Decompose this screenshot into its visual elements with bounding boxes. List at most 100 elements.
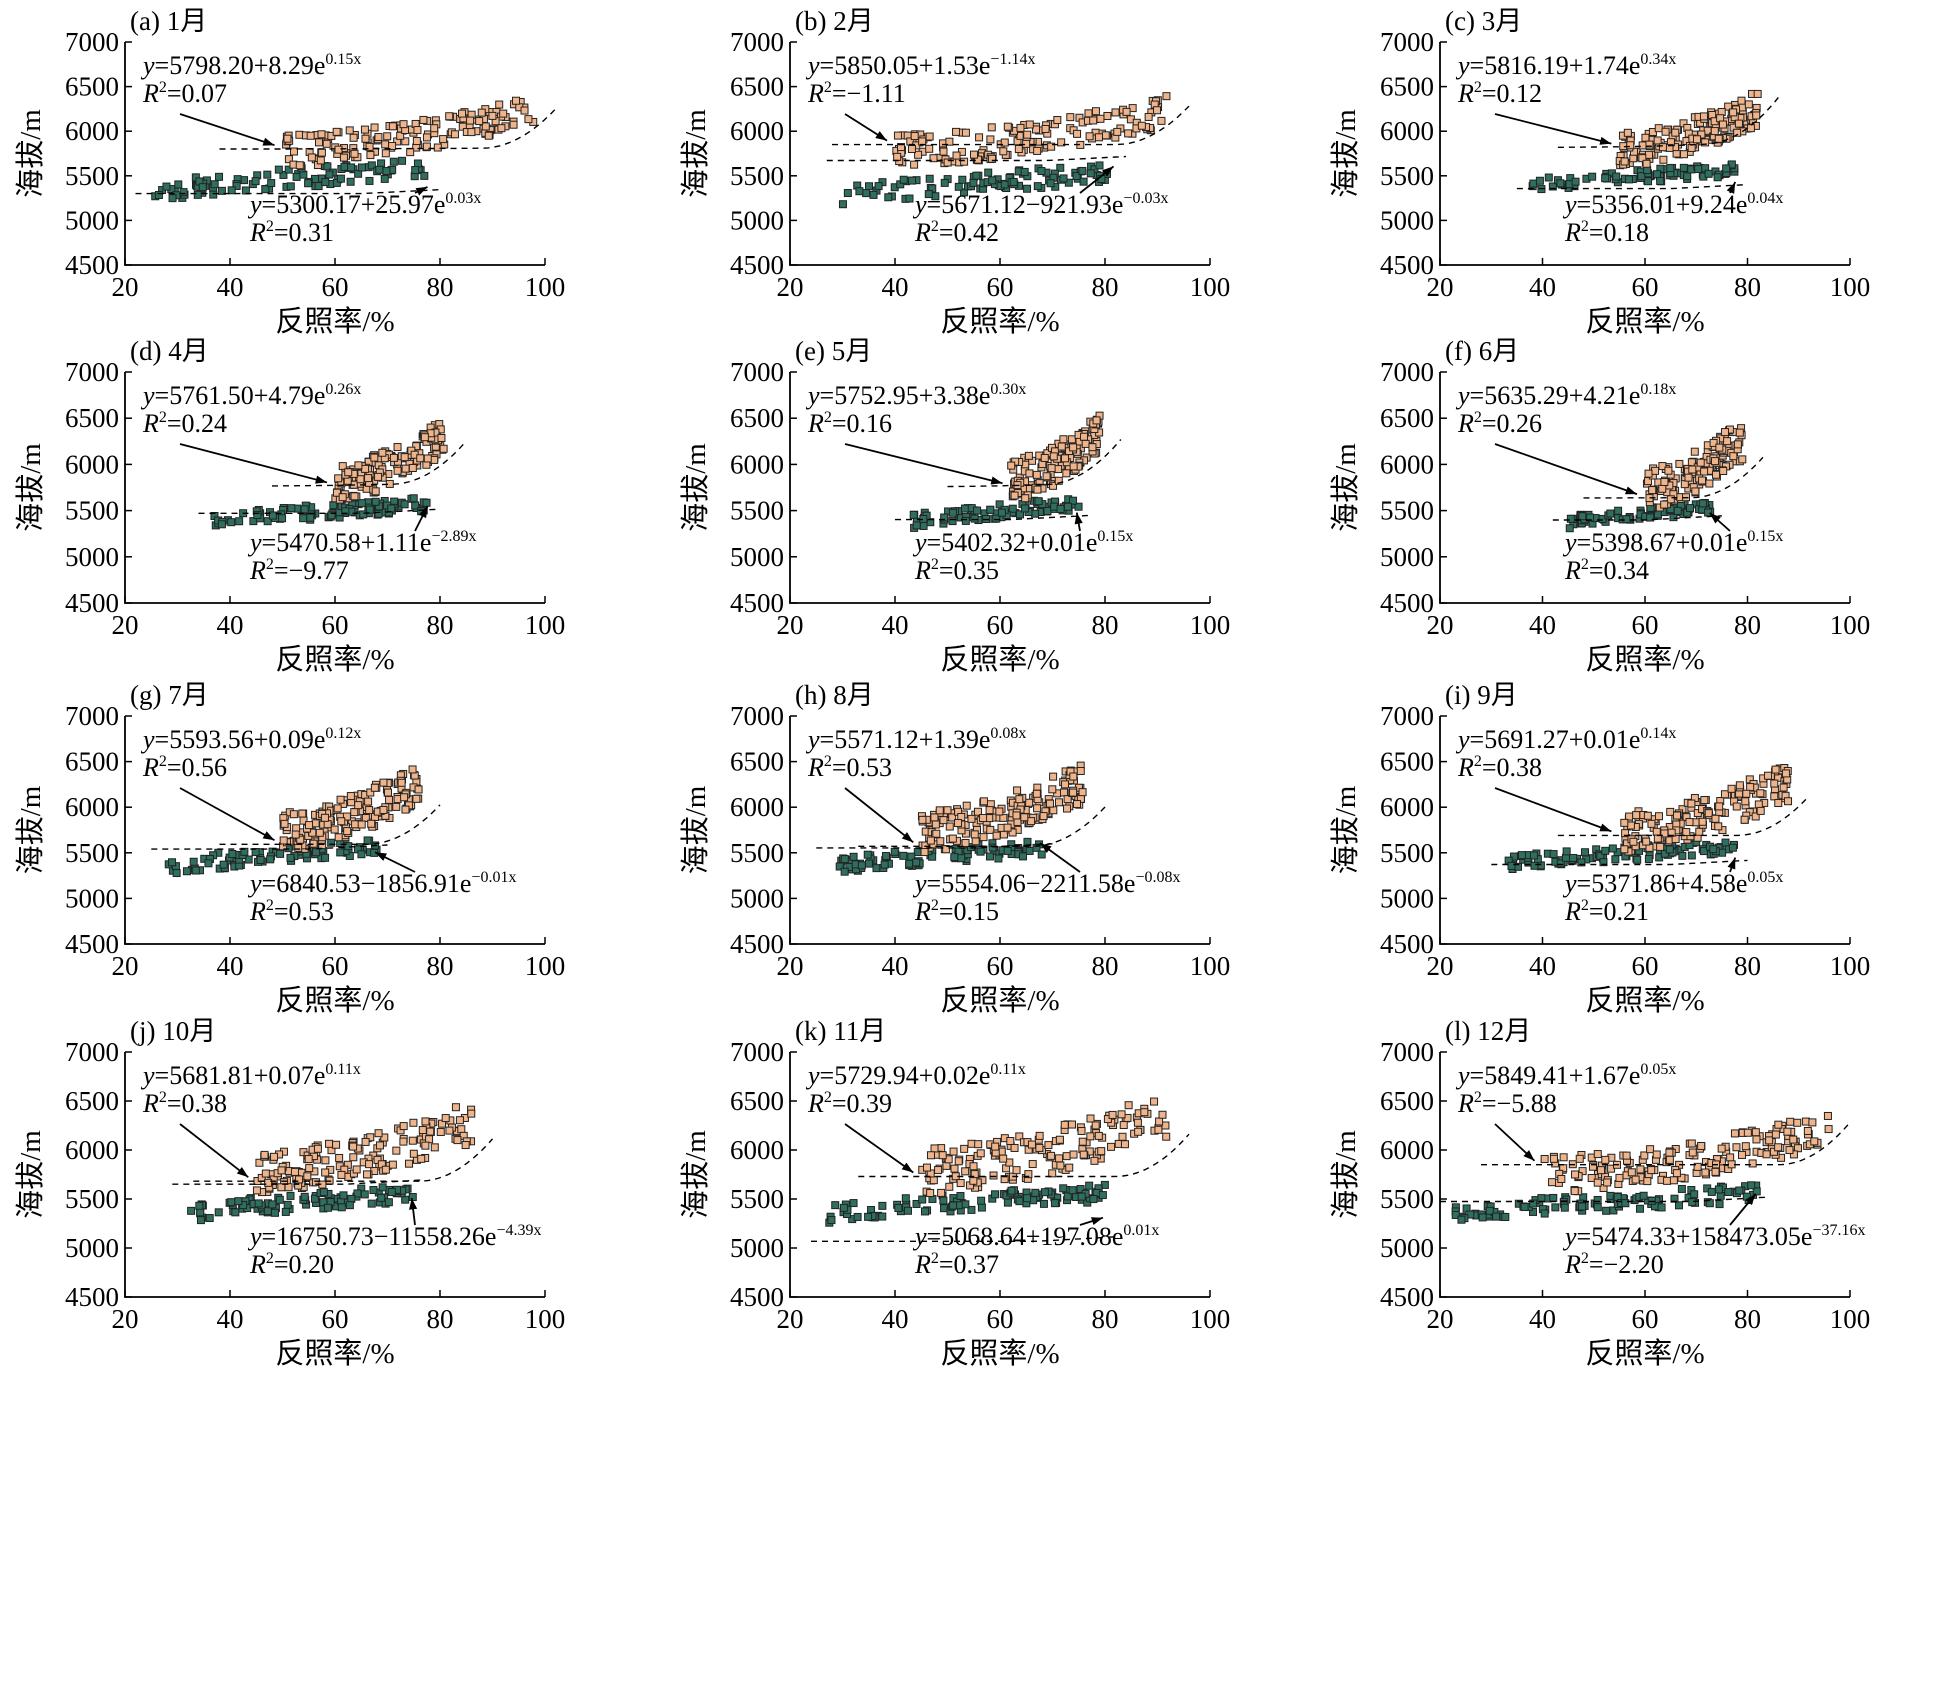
data-point-high	[961, 1167, 970, 1176]
y-tick-label: 7000	[65, 27, 119, 57]
data-point-high	[477, 108, 486, 117]
data-point-high	[1603, 1178, 1612, 1187]
data-point-low	[1602, 1206, 1611, 1215]
data-point-high	[1020, 813, 1029, 822]
arrow-upper-head	[1599, 823, 1612, 832]
data-point-low	[849, 852, 858, 861]
x-tick-label: 20	[777, 951, 804, 981]
data-point-high	[1712, 470, 1721, 479]
y-tick-label: 7000	[730, 701, 784, 731]
data-point-low	[1677, 1184, 1686, 1193]
data-point-high	[379, 778, 388, 787]
data-point-high	[1740, 815, 1749, 824]
data-point-high	[1801, 1117, 1810, 1126]
data-point-high	[393, 443, 402, 452]
data-point-high	[284, 1183, 293, 1192]
data-point-high	[1024, 1170, 1033, 1179]
data-point-high	[1656, 842, 1665, 851]
x-axis-title: 反照率/%	[940, 643, 1059, 676]
data-point-high	[381, 140, 390, 149]
data-point-high	[379, 805, 388, 814]
y-tick-label: 6000	[65, 449, 119, 479]
x-tick-label: 20	[777, 610, 804, 640]
data-point-high	[1629, 154, 1638, 163]
data-point-high	[279, 836, 288, 845]
data-point-high	[1729, 108, 1738, 117]
data-point-low	[939, 1196, 948, 1205]
data-point-high	[436, 1127, 445, 1136]
data-point-high	[350, 492, 359, 501]
data-point-high	[295, 161, 304, 170]
data-point-high	[399, 120, 408, 129]
y-tick-label: 6000	[730, 449, 784, 479]
data-point-high	[1587, 1174, 1596, 1183]
data-point-high	[1741, 1142, 1750, 1151]
data-point-low	[827, 1216, 836, 1225]
data-point-high	[1056, 1161, 1065, 1170]
data-point-low	[1635, 1204, 1644, 1213]
data-point-low	[1556, 179, 1565, 188]
y-tick-label: 6500	[730, 747, 784, 777]
data-point-high	[1003, 122, 1012, 131]
x-axis-title: 反照率/%	[1585, 984, 1704, 1017]
y-tick-label: 5000	[65, 205, 119, 235]
data-point-high	[893, 131, 902, 140]
data-point-low	[304, 179, 313, 188]
data-point-high	[1720, 790, 1729, 799]
data-point-high	[991, 1142, 1000, 1151]
x-axis-title: 反照率/%	[940, 1337, 1059, 1370]
equation-upper-r2: R2=0.24	[142, 409, 227, 438]
data-point-high	[305, 1164, 314, 1173]
data-point-low	[1577, 858, 1586, 867]
data-point-low	[210, 180, 219, 189]
equation-lower-r2: R2=0.15	[914, 897, 999, 926]
data-point-low	[918, 1195, 927, 1204]
data-point-high	[481, 122, 490, 131]
data-point-high	[1086, 1114, 1095, 1123]
data-point-high	[388, 141, 397, 150]
data-point-low	[1478, 1213, 1487, 1222]
data-point-high	[1770, 779, 1779, 788]
data-point-high	[1700, 467, 1709, 476]
data-point-low	[1089, 1195, 1098, 1204]
data-point-high	[1062, 469, 1071, 478]
data-point-high	[421, 1117, 430, 1126]
data-point-low	[371, 497, 380, 506]
data-point-low	[940, 1204, 949, 1213]
data-point-high	[1091, 1121, 1100, 1130]
data-point-low	[1566, 514, 1575, 523]
data-point-low	[268, 1200, 277, 1209]
data-point-low	[986, 505, 995, 514]
x-tick-label: 40	[1529, 1304, 1556, 1334]
data-point-high	[441, 1114, 450, 1123]
data-point-high	[1063, 804, 1072, 813]
data-point-low	[961, 516, 970, 525]
data-point-high	[979, 833, 988, 842]
data-point-low	[196, 1216, 205, 1225]
data-point-high	[1651, 466, 1660, 475]
data-point-low	[905, 859, 914, 868]
data-point-high	[1671, 128, 1680, 137]
data-point-high	[334, 145, 343, 154]
data-point-high	[334, 833, 343, 842]
data-point-low	[1735, 1186, 1744, 1195]
data-point-low	[894, 1203, 903, 1212]
y-tick-label: 6000	[65, 792, 119, 822]
data-point-low	[831, 1201, 840, 1210]
data-point-high	[926, 836, 935, 845]
x-tick-label: 80	[427, 272, 454, 302]
data-point-low	[1069, 496, 1078, 505]
data-point-high	[1626, 821, 1635, 830]
data-point-low	[270, 1208, 279, 1217]
data-point-low	[375, 165, 384, 174]
data-point-high	[1068, 1120, 1077, 1129]
data-point-low	[948, 508, 957, 517]
data-point-low	[327, 838, 336, 847]
data-point-high	[1057, 138, 1066, 147]
data-point-high	[1658, 484, 1667, 493]
data-point-high	[365, 806, 374, 815]
data-point-high	[1048, 1169, 1057, 1178]
data-point-high	[1133, 1118, 1142, 1127]
data-point-high	[290, 1167, 299, 1176]
data-point-low	[1652, 170, 1661, 179]
